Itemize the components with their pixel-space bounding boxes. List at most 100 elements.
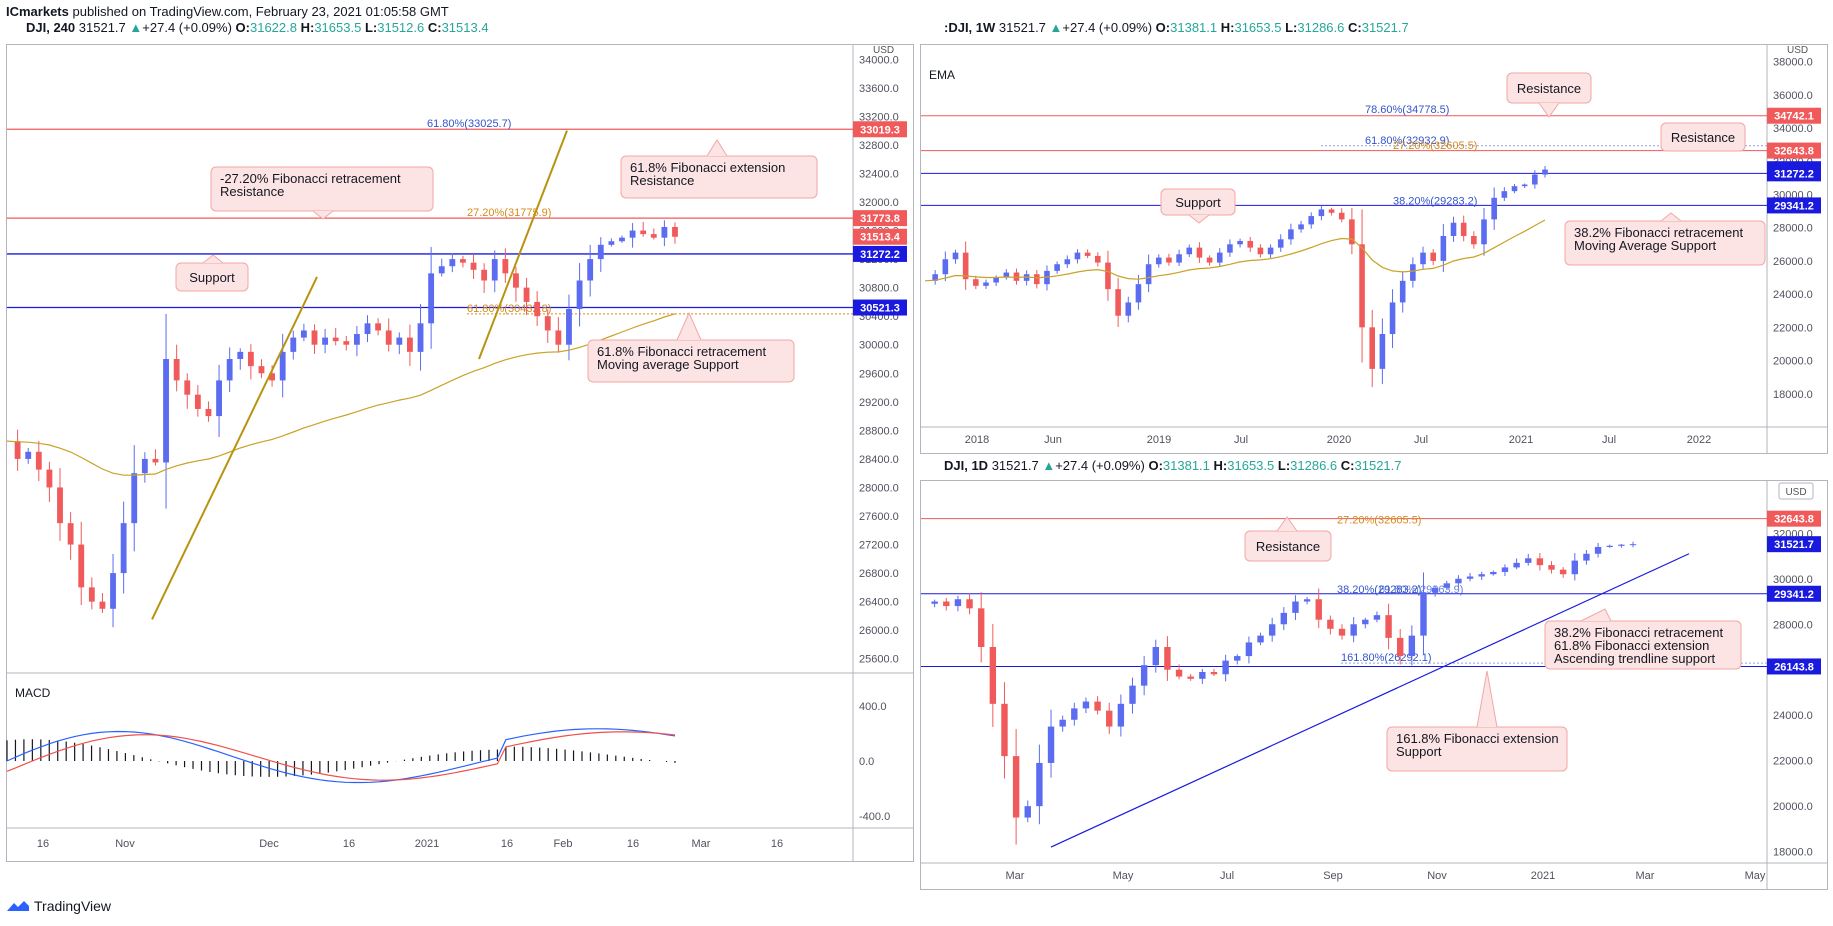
left-candle-60 bbox=[640, 230, 647, 235]
left-candle-58 bbox=[619, 237, 625, 242]
left-candle-23 bbox=[247, 351, 254, 367]
daily-candle-8 bbox=[1012, 756, 1020, 818]
y-tick-1: 33600.0 bbox=[859, 83, 899, 95]
weekly-candle-13 bbox=[1054, 264, 1060, 271]
callout-support-pointer bbox=[1188, 214, 1210, 224]
left-symbol[interactable]: DJI, 240 bbox=[26, 20, 76, 35]
callout-fib-extension-resistance-pointer bbox=[706, 139, 728, 157]
left-candle-59 bbox=[629, 230, 636, 238]
left-low: 31512.6 bbox=[377, 20, 425, 35]
x-tick-2: 2019 bbox=[1147, 434, 1171, 446]
callout-fib-retracement-ma-support-pointer bbox=[676, 311, 702, 341]
x-tick-4: 2020 bbox=[1327, 434, 1351, 446]
left-candle-53 bbox=[566, 309, 572, 345]
y-tick-2: 34000.0 bbox=[1773, 123, 1813, 135]
tradingview-footer[interactable]: TradingView bbox=[6, 898, 111, 914]
left-candle-41 bbox=[438, 266, 445, 274]
daily-high: 31653.5 bbox=[1227, 458, 1275, 473]
weekly-candle-4 bbox=[962, 252, 969, 280]
callout-resistance-top: Resistance bbox=[1506, 72, 1592, 118]
fib-label-61-80: 61.80%(32932.9) bbox=[1365, 135, 1449, 147]
y-tick-14: 28400.0 bbox=[859, 454, 899, 466]
left-candle-47 bbox=[502, 259, 509, 274]
fib-label-38-20: 38.20%(29283.2) bbox=[1337, 584, 1421, 596]
price-tag-3: 31272.2 bbox=[1774, 168, 1814, 180]
left-candle-11 bbox=[120, 523, 127, 574]
y-tick-7: 20000.0 bbox=[1773, 801, 1813, 813]
daily-candle-54 bbox=[1548, 565, 1555, 570]
weekly-candle-6 bbox=[983, 282, 989, 286]
y-tick-15: 28000.0 bbox=[859, 482, 899, 494]
daily-symbol[interactable]: DJI, 1D bbox=[944, 458, 989, 473]
y-tick-12: 29200.0 bbox=[859, 397, 899, 409]
daily-candle-15 bbox=[1094, 701, 1101, 711]
daily-candle-52 bbox=[1525, 558, 1532, 563]
daily-candle-31 bbox=[1280, 612, 1288, 625]
daily-candle-5 bbox=[977, 608, 985, 647]
left-candle-24 bbox=[258, 366, 265, 374]
left-candle-19 bbox=[205, 408, 212, 417]
daily-candle-40 bbox=[1385, 615, 1392, 638]
left-candle-32 bbox=[343, 341, 350, 345]
weekly-candle-20 bbox=[1125, 302, 1132, 316]
currency-label: USD bbox=[873, 45, 894, 56]
y-tick-9: 20000.0 bbox=[1773, 356, 1813, 368]
left-candle-34 bbox=[364, 323, 371, 335]
weekly-candle-47 bbox=[1399, 280, 1406, 303]
left-candle-29 bbox=[311, 330, 318, 345]
daily-low: 31286.6 bbox=[1290, 458, 1338, 473]
callout-support-line-0: Support bbox=[1175, 195, 1221, 210]
weekly-symbol[interactable]: :DJI, 1W bbox=[944, 20, 996, 35]
price-tag-0-bg bbox=[1767, 510, 1821, 527]
left-candle-28 bbox=[300, 330, 307, 338]
y-tick-19: 26400.0 bbox=[859, 597, 899, 609]
daily-candle-10 bbox=[1036, 762, 1043, 807]
chart-panel-weekly[interactable]: USDEMA38000.036000.034000.032000.030000.… bbox=[920, 44, 1828, 454]
daily-change: +27.4 (+0.09%) bbox=[1055, 458, 1145, 473]
x-tick-0: Mar bbox=[1006, 870, 1025, 882]
weekly-candle-7 bbox=[993, 277, 999, 283]
weekly-last: 31521.7 bbox=[998, 20, 1046, 35]
chart-panel-daily[interactable]: USD32000.030000.028000.026000.024000.022… bbox=[920, 480, 1828, 890]
callout-fib-extension-support-line-1: Support bbox=[1396, 744, 1442, 759]
left-candle-50 bbox=[534, 301, 541, 317]
daily-candle-29 bbox=[1257, 635, 1264, 643]
weekly-candle-19 bbox=[1115, 289, 1121, 316]
weekly-candle-26 bbox=[1186, 247, 1193, 255]
chart-weekly-svg[interactable]: USDEMA38000.036000.034000.032000.030000.… bbox=[921, 45, 1827, 453]
callout-fib-extension-resistance-line-0: 61.8% Fibonacci extension bbox=[630, 160, 785, 175]
daily-candle-17 bbox=[1117, 703, 1125, 727]
daily-candle-57 bbox=[1583, 553, 1590, 561]
macd-y-tick-1: 0.0 bbox=[859, 756, 874, 768]
left-candle-2 bbox=[25, 451, 32, 459]
left-candle-13 bbox=[141, 458, 148, 474]
price-tag-1-bg bbox=[1767, 142, 1821, 159]
weekly-candle-27 bbox=[1196, 247, 1203, 258]
weekly-candle-51 bbox=[1440, 236, 1447, 261]
chart-panel-4h[interactable]: USD 34000.0 33600.0 33200.0 32800.0 32400.0 32… bbox=[6, 44, 914, 862]
weekly-candle-57 bbox=[1501, 191, 1508, 198]
fib-label-27-20: 27.20%(31775.9) bbox=[467, 207, 551, 219]
tradingview-logo-icon bbox=[7, 901, 29, 911]
x-tick-1: May bbox=[1113, 870, 1134, 882]
weekly-candle-36 bbox=[1288, 229, 1294, 240]
weekly-candle-24 bbox=[1166, 257, 1172, 263]
publisher-name[interactable]: ICmarkets bbox=[6, 4, 69, 19]
callout-fib-trendline-support-box bbox=[1544, 620, 1742, 670]
weekly-candle-40 bbox=[1328, 209, 1335, 213]
x-tick-5: Jul bbox=[1414, 434, 1428, 446]
daily-candle-44 bbox=[1431, 587, 1439, 593]
daily-candle-11 bbox=[1047, 726, 1055, 763]
chart-daily-svg[interactable]: USD32000.030000.028000.026000.024000.022… bbox=[921, 481, 1827, 889]
daily-candle-13 bbox=[1071, 708, 1078, 720]
price-tag-0-bg bbox=[853, 121, 907, 138]
x-tick-6: Mar bbox=[1636, 870, 1655, 882]
up-arrow-icon: ▲ bbox=[1049, 20, 1063, 35]
weekly-candle-17 bbox=[1094, 255, 1101, 263]
price-tag-0: 34742.1 bbox=[1774, 111, 1814, 123]
weekly-candle-30 bbox=[1227, 244, 1233, 253]
daily-candle-43 bbox=[1420, 592, 1427, 636]
y-tick-5: 32000.0 bbox=[859, 197, 899, 209]
callout-fib-extension-support-line-0: 161.8% Fibonacci extension bbox=[1396, 731, 1559, 746]
